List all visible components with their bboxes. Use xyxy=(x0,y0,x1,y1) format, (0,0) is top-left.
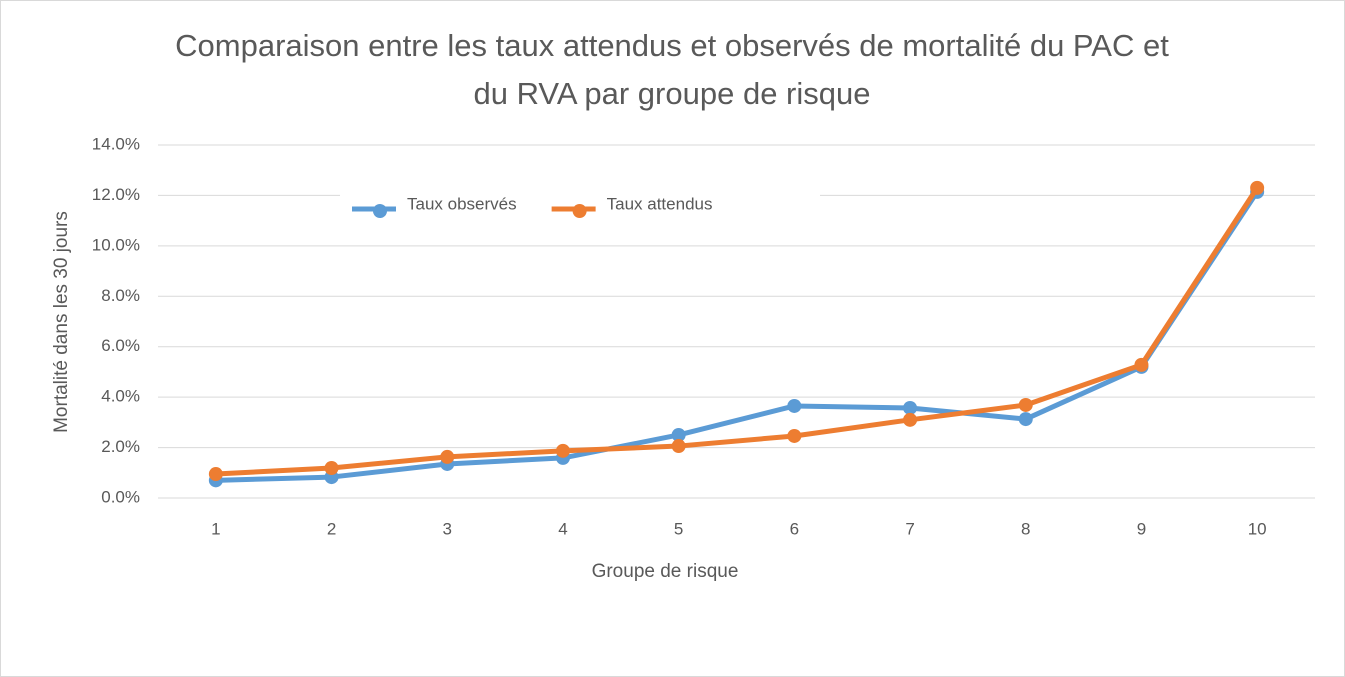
data-point xyxy=(1134,357,1149,372)
y-tick-label: 2.0% xyxy=(101,437,140,456)
y-axis-label: Mortalité dans les 30 jours xyxy=(51,211,72,433)
y-tick-label: 6.0% xyxy=(101,336,140,355)
x-tick-label: 9 xyxy=(1137,519,1146,538)
x-tick-label: 1 xyxy=(211,519,220,538)
legend-marker xyxy=(373,204,387,218)
y-tick-label: 14.0% xyxy=(92,134,140,153)
x-tick-label: 10 xyxy=(1248,519,1267,538)
data-point xyxy=(440,449,455,464)
data-point xyxy=(555,443,570,458)
legend-label: Taux observés xyxy=(407,194,517,213)
x-tick-label: 4 xyxy=(558,519,567,538)
y-tick-label: 12.0% xyxy=(92,185,140,204)
y-tick-label: 0.0% xyxy=(101,487,140,506)
x-tick-label: 8 xyxy=(1021,519,1030,538)
data-point xyxy=(1250,180,1265,195)
chart-title: Comparaison entre les taux attendus et o… xyxy=(175,28,1169,111)
data-point xyxy=(671,439,686,454)
y-tick-label: 4.0% xyxy=(101,387,140,406)
data-point xyxy=(903,412,918,427)
x-tick-label: 7 xyxy=(905,519,914,538)
data-point xyxy=(208,467,223,482)
y-tick-label: 8.0% xyxy=(101,286,140,305)
data-point xyxy=(903,400,918,415)
data-point xyxy=(787,398,802,413)
data-point xyxy=(671,427,686,442)
legend-marker xyxy=(572,204,587,218)
series-line xyxy=(213,189,1260,483)
x-tick-label: 6 xyxy=(790,519,799,538)
data-point xyxy=(787,428,802,443)
x-tick-label: 5 xyxy=(674,519,683,538)
y-tick-label: 10.0% xyxy=(92,235,140,254)
data-point xyxy=(1018,397,1033,412)
data-point xyxy=(1018,412,1033,427)
series-line xyxy=(213,185,1260,477)
legend-label: Taux attendus xyxy=(607,194,713,213)
x-tick-label: 3 xyxy=(443,519,452,538)
data-point xyxy=(324,460,339,475)
x-axis-label: Groupe de risque xyxy=(592,561,739,582)
x-tick-label: 2 xyxy=(327,519,336,538)
